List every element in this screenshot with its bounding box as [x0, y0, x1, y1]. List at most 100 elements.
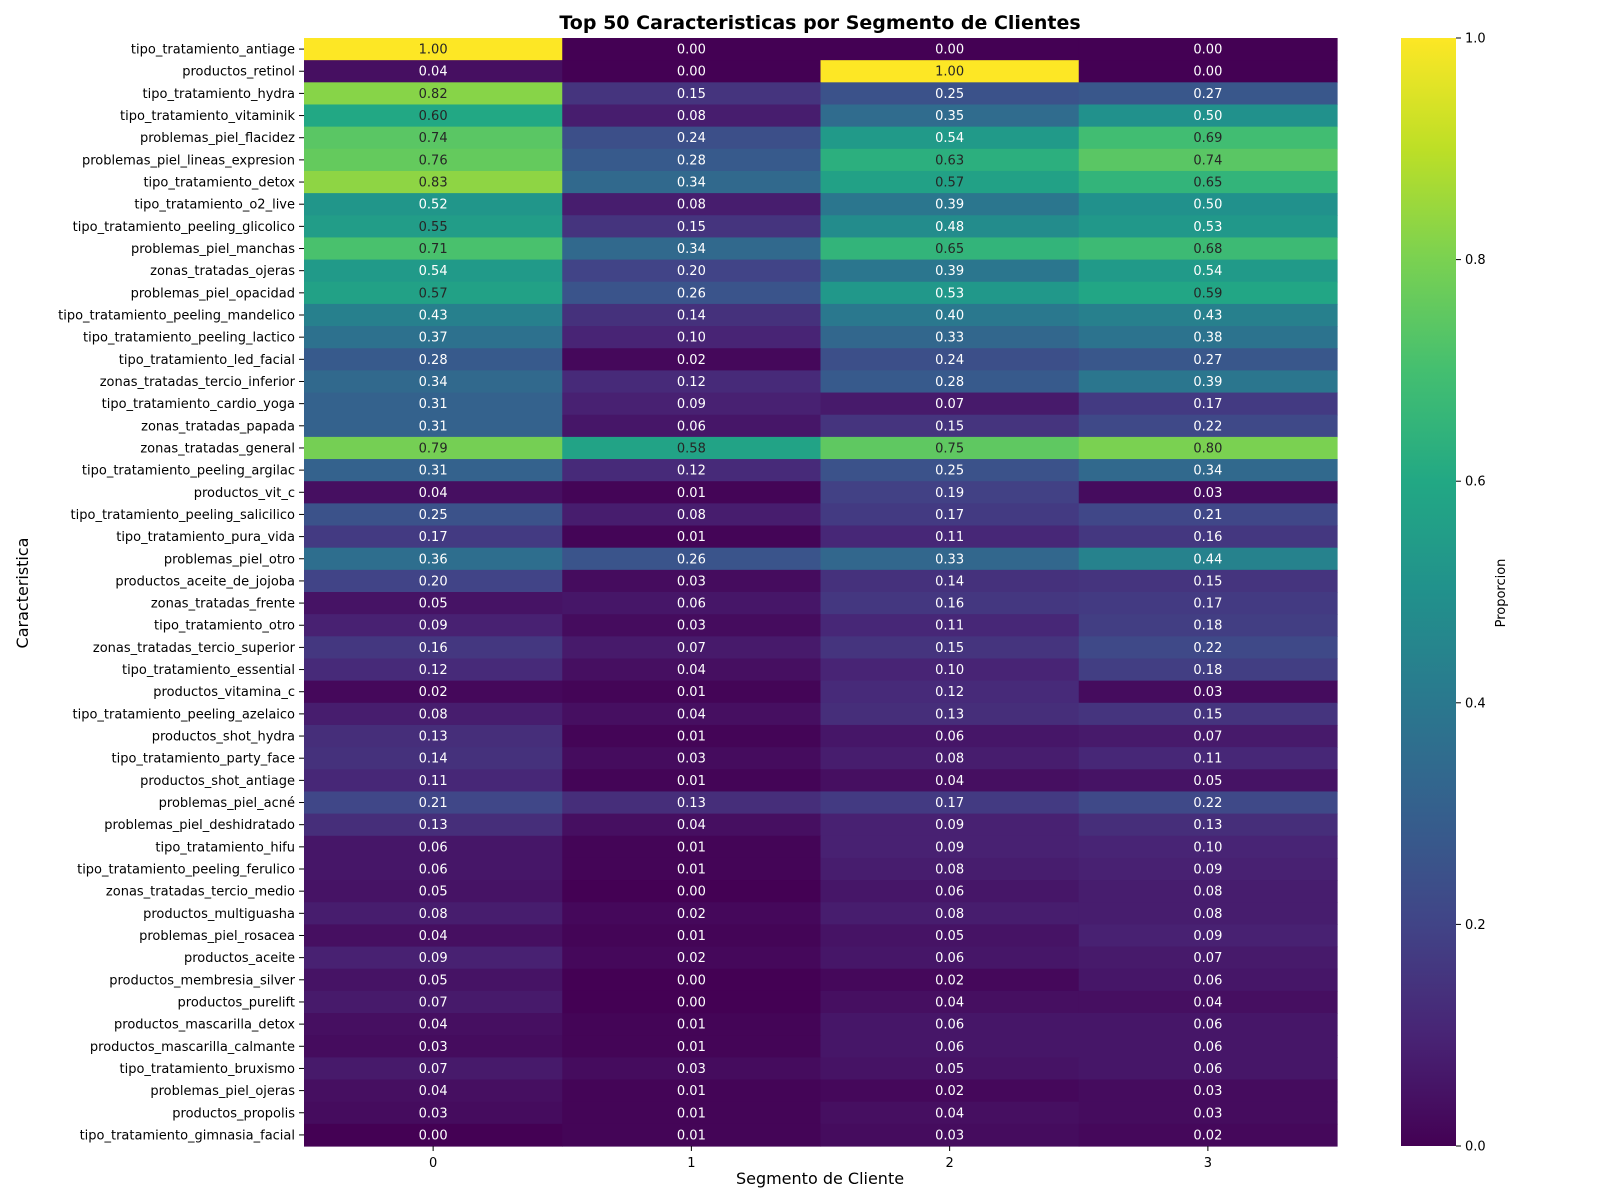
- heatmap-cell: [562, 1013, 822, 1036]
- heatmap-cell-value: 0.54: [419, 264, 448, 279]
- heatmap-cell: [562, 813, 822, 837]
- heatmap-cell-value: 0.04: [419, 65, 448, 80]
- heatmap-cell: [1078, 459, 1338, 482]
- heatmap-cell-value: 0.33: [935, 331, 964, 346]
- heatmap-cell-value: 0.48: [935, 220, 964, 235]
- heatmap-cell-value: 0.04: [935, 995, 964, 1010]
- heatmap-cell: [562, 747, 822, 770]
- colorbar-tick-label: 0.4: [1465, 696, 1486, 711]
- heatmap-cell: [820, 82, 1080, 106]
- heatmap-cell: [304, 281, 563, 305]
- colorbar: [1401, 38, 1456, 1146]
- heatmap-cell-value: 0.28: [419, 353, 448, 368]
- heatmap-cell-value: 0.36: [419, 552, 448, 567]
- heatmap-cell: [820, 592, 1080, 615]
- heatmap-cell: [304, 348, 563, 371]
- heatmap-cell: [304, 902, 563, 925]
- heatmap-cell-value: 0.11: [1193, 752, 1222, 767]
- heatmap-cell: [1078, 724, 1338, 748]
- heatmap-cell: [820, 880, 1080, 903]
- heatmap-cell: [820, 946, 1080, 970]
- heatmap-cell-value: 0.06: [677, 597, 706, 612]
- heatmap-cell-value: 0.65: [935, 242, 964, 257]
- heatmap-cell: [562, 104, 822, 128]
- heatmap-cell-value: 0.06: [677, 419, 706, 434]
- heatmap-cell-value: 0.13: [935, 707, 964, 722]
- heatmap-cell: [820, 104, 1080, 128]
- heatmap-cell: [820, 281, 1080, 305]
- heatmap-cell: [562, 459, 822, 482]
- heatmap-cell-value: 0.03: [677, 619, 706, 634]
- heatmap-cell-value: 0.06: [935, 1018, 964, 1033]
- heatmap-cell-value: 0.27: [1193, 353, 1222, 368]
- heatmap-cell-value: 0.09: [1193, 863, 1222, 878]
- chart-title: Top 50 Caracteristicas por Segmento de C…: [559, 12, 1080, 34]
- heatmap-cell-value: 0.04: [1193, 995, 1222, 1010]
- y-tick-label: problemas_piel_rosacea: [139, 929, 295, 944]
- heatmap-cell-value: 0.69: [1193, 131, 1222, 146]
- y-tick-label: problemas_piel_otro: [164, 552, 295, 567]
- y-tick-label: productos_vitamina_c: [153, 685, 295, 700]
- heatmap-cell: [304, 436, 563, 460]
- heatmap-cell: [1078, 1013, 1338, 1036]
- heatmap-cell-value: 0.15: [935, 641, 964, 656]
- heatmap-cell: [1078, 857, 1338, 881]
- y-tick-label: productos_mascarilla_calmante: [90, 1040, 295, 1055]
- heatmap-cell-value: 0.13: [1193, 818, 1222, 833]
- heatmap-cell-value: 0.01: [677, 1106, 706, 1121]
- heatmap-cell-value: 0.00: [677, 43, 706, 58]
- heatmap-cell: [562, 60, 822, 83]
- heatmap-cell: [820, 459, 1080, 482]
- heatmap-cell-value: 0.12: [677, 464, 706, 479]
- heatmap-cell: [1078, 658, 1338, 682]
- heatmap-cell-value: 0.59: [1193, 286, 1222, 301]
- heatmap-cell: [820, 1123, 1080, 1147]
- heatmap-cell-value: 0.54: [935, 131, 964, 146]
- heatmap-cell-value: 0.05: [419, 973, 448, 988]
- heatmap-cell: [304, 791, 563, 815]
- heatmap-cell-value: 0.00: [1193, 43, 1222, 58]
- heatmap-cell: [304, 126, 563, 150]
- heatmap-cell-value: 0.39: [935, 264, 964, 279]
- heatmap-cell: [820, 215, 1080, 239]
- x-tick-label: 1: [687, 1156, 695, 1171]
- heatmap-cell-value: 0.06: [419, 840, 448, 855]
- heatmap-cell: [1078, 503, 1338, 527]
- heatmap-cell-value: 0.08: [935, 907, 964, 922]
- heatmap-cell: [820, 60, 1080, 83]
- x-tick-label: 3: [1204, 1156, 1212, 1171]
- heatmap-cell-value: 0.04: [935, 1106, 964, 1121]
- heatmap-cell-value: 0.09: [419, 619, 448, 634]
- heatmap-cell: [1078, 946, 1338, 970]
- heatmap-cell-value: 0.09: [935, 818, 964, 833]
- heatmap-cell-value: 0.02: [677, 907, 706, 922]
- heatmap-cell-value: 0.08: [1193, 885, 1222, 900]
- heatmap-cell-value: 0.13: [677, 796, 706, 811]
- heatmap-cell: [304, 880, 563, 903]
- heatmap-cell-value: 0.40: [935, 309, 964, 324]
- heatmap-cell: [304, 946, 563, 970]
- heatmap-cell: [562, 503, 822, 527]
- heatmap-cell: [304, 170, 563, 194]
- heatmap-cell-value: 0.74: [1193, 153, 1222, 168]
- heatmap-cell-value: 0.06: [1193, 1018, 1222, 1033]
- heatmap-cell-value: 0.00: [677, 995, 706, 1010]
- heatmap-cell-value: 0.15: [677, 220, 706, 235]
- heatmap-cell-value: 0.07: [1193, 730, 1222, 745]
- heatmap-cell-value: 0.15: [1193, 707, 1222, 722]
- heatmap-cell-value: 0.54: [1193, 264, 1222, 279]
- y-tick-label: productos_multiguasha: [143, 907, 295, 922]
- heatmap-cell-value: 0.00: [419, 1128, 448, 1143]
- heatmap-cell: [820, 658, 1080, 682]
- heatmap-cell: [304, 1057, 563, 1081]
- heatmap-cell-value: 0.05: [935, 929, 964, 944]
- heatmap-cell-value: 0.01: [677, 840, 706, 855]
- heatmap-cell-value: 0.04: [935, 774, 964, 789]
- heatmap-cell-value: 0.06: [935, 1040, 964, 1055]
- heatmap-cell: [1078, 60, 1338, 83]
- heatmap-cell-value: 1.00: [419, 43, 448, 58]
- heatmap-cell-value: 0.01: [677, 1084, 706, 1099]
- heatmap-cell: [820, 126, 1080, 150]
- heatmap-cell: [820, 1101, 1080, 1125]
- heatmap-cell-value: 0.01: [677, 1018, 706, 1033]
